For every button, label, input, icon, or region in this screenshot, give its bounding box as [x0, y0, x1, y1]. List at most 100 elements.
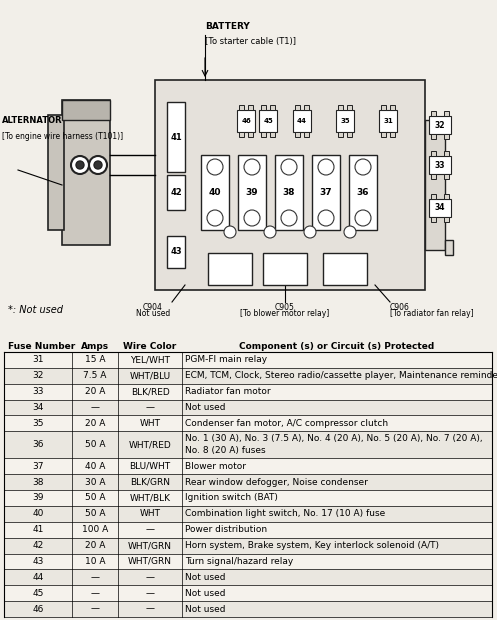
Text: Blower motor: Blower motor [185, 462, 246, 471]
Text: C906: C906 [390, 303, 410, 312]
Text: Not used: Not used [185, 403, 226, 412]
Text: 32: 32 [32, 371, 44, 380]
Text: 41: 41 [32, 525, 44, 534]
Circle shape [224, 226, 236, 238]
Text: 32: 32 [435, 120, 445, 130]
Text: —: — [146, 589, 155, 598]
Text: Horn system, Brake system, Key interlock solenoid (A/T): Horn system, Brake system, Key interlock… [185, 541, 439, 550]
Circle shape [89, 156, 107, 174]
Text: —: — [90, 403, 99, 412]
Bar [239, 105, 244, 110]
Bar [238, 155, 266, 230]
Bar [4, 352, 492, 368]
Bar [4, 601, 492, 617]
Bar [270, 132, 275, 137]
Text: *: Not used: *: Not used [8, 305, 63, 315]
Bar [349, 155, 377, 230]
Bar [323, 253, 367, 285]
Bar [237, 110, 255, 132]
Bar [379, 110, 397, 132]
Bar [259, 110, 277, 132]
Text: 33: 33 [32, 387, 44, 396]
Bar [248, 105, 253, 110]
Text: —: — [146, 403, 155, 412]
Text: 45: 45 [263, 118, 273, 124]
Text: 40 A: 40 A [85, 462, 105, 471]
Text: 36: 36 [357, 188, 369, 197]
Bar [261, 132, 266, 137]
Circle shape [355, 210, 371, 226]
Text: —: — [90, 573, 99, 582]
Circle shape [244, 159, 260, 175]
Text: Condenser fan motor, A/C compressor clutch: Condenser fan motor, A/C compressor clut… [185, 419, 388, 428]
Text: Amps: Amps [81, 342, 109, 351]
Bar [62, 100, 110, 245]
Text: 41: 41 [170, 133, 182, 141]
Bar [444, 194, 449, 199]
Bar [4, 368, 492, 384]
Text: 40: 40 [32, 510, 44, 518]
Text: 40: 40 [209, 188, 221, 197]
Bar [390, 105, 395, 110]
Bar [444, 134, 449, 139]
Text: 39: 39 [32, 494, 44, 502]
Text: 39: 39 [246, 188, 258, 197]
Text: 42: 42 [170, 188, 182, 197]
Bar [338, 105, 343, 110]
Bar [48, 115, 64, 230]
Bar [338, 132, 343, 137]
Text: 100 A: 100 A [82, 525, 108, 534]
Bar [155, 80, 425, 290]
Text: 15 A: 15 A [85, 355, 105, 365]
Bar [4, 490, 492, 506]
Text: 42: 42 [32, 541, 44, 550]
Circle shape [281, 210, 297, 226]
Text: 50 A: 50 A [85, 440, 105, 450]
Circle shape [207, 210, 223, 226]
Text: 45: 45 [32, 589, 44, 598]
Circle shape [76, 161, 84, 169]
Bar [293, 110, 311, 132]
Text: Power distribution: Power distribution [185, 525, 267, 534]
Bar [304, 132, 309, 137]
Text: —: — [146, 573, 155, 582]
Text: Wire Color: Wire Color [123, 342, 176, 351]
Bar [4, 522, 492, 538]
Text: Fuse Number: Fuse Number [8, 342, 75, 351]
Text: WHT: WHT [140, 419, 161, 428]
Circle shape [264, 226, 276, 238]
Text: Combination light switch, No. 17 (10 A) fuse: Combination light switch, No. 17 (10 A) … [185, 510, 385, 518]
Bar [431, 151, 436, 156]
Text: 20 A: 20 A [85, 387, 105, 396]
Text: [To blower motor relay]: [To blower motor relay] [241, 309, 330, 318]
Text: Rear window defogger, Noise condenser: Rear window defogger, Noise condenser [185, 477, 368, 487]
Text: 50 A: 50 A [85, 494, 105, 502]
Circle shape [318, 159, 334, 175]
Text: No. 1 (30 A), No. 3 (7.5 A), No. 4 (20 A), No. 5 (20 A), No. 7 (20 A),: No. 1 (30 A), No. 3 (7.5 A), No. 4 (20 A… [185, 435, 483, 443]
Text: 7.5 A: 7.5 A [83, 371, 107, 380]
Text: 35: 35 [340, 118, 350, 124]
Text: 10 A: 10 A [85, 557, 105, 566]
Bar [4, 538, 492, 554]
Bar [62, 100, 110, 120]
Bar [263, 253, 307, 285]
Text: [To starter cable (T1)]: [To starter cable (T1)] [205, 37, 296, 46]
Bar [312, 155, 340, 230]
Text: 34: 34 [32, 403, 44, 412]
Text: BATTERY: BATTERY [205, 22, 250, 31]
Bar [336, 110, 354, 132]
Bar [445, 240, 453, 255]
Text: 20 A: 20 A [85, 419, 105, 428]
Bar [444, 217, 449, 222]
Bar [167, 236, 185, 268]
Text: WHT/GRN: WHT/GRN [128, 557, 172, 566]
Text: 36: 36 [32, 440, 44, 450]
Bar [429, 156, 451, 174]
Text: PGM-FI main relay: PGM-FI main relay [185, 355, 267, 365]
Text: [To engine wire harness (T101)]: [To engine wire harness (T101)] [2, 132, 123, 141]
Text: WHT/BLK: WHT/BLK [130, 494, 170, 502]
Text: Not used: Not used [185, 589, 226, 598]
Bar [444, 111, 449, 116]
Bar [431, 134, 436, 139]
Text: 35: 35 [32, 419, 44, 428]
